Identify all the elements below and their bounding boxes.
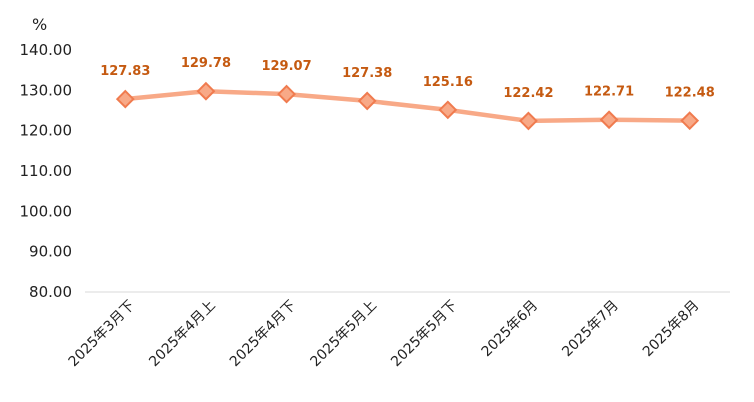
data-point-marker (680, 111, 700, 131)
y-tick-label: 80.00 (29, 283, 72, 301)
data-point-marker (438, 100, 458, 120)
data-label: 122.48 (665, 86, 715, 101)
data-labels: 127.83 129.78 129.07 127.38 125.16 122.42 122.… (100, 56, 715, 101)
x-tick-label: 2025年7月 (559, 298, 622, 361)
data-label: 129.07 (261, 59, 311, 74)
data-point-marker (277, 84, 296, 104)
y-axis-unit: % (32, 15, 47, 34)
y-tick-label: 110.00 (20, 162, 73, 180)
data-point-marker (519, 111, 538, 131)
x-tick-label: 2025年6月 (479, 298, 542, 361)
data-label: 129.78 (181, 56, 231, 71)
x-tick-label: 2025年5月下 (388, 298, 461, 371)
data-label: 127.83 (100, 64, 150, 79)
y-tick-label: 120.00 (20, 122, 73, 140)
y-tick-label: 140.00 (20, 41, 73, 59)
x-tick-label: 2025年4月下 (227, 298, 300, 371)
y-tick-label: 130.00 (20, 81, 73, 99)
data-label: 122.42 (503, 86, 553, 101)
data-label: 125.16 (423, 75, 473, 90)
series-line (125, 88, 690, 124)
data-point-marker (357, 91, 377, 111)
x-tick-label: 2025年5月上 (308, 298, 381, 371)
data-point-marker (115, 89, 135, 109)
data-label: 127.38 (342, 66, 392, 81)
x-tick-label: 2025年3月下 (66, 298, 139, 371)
data-point-marker (599, 110, 619, 130)
y-tick-label: 100.00 (20, 202, 73, 220)
x-axis-labels: 2025年3月下 2025年4月上 2025年4月下 2025年5月上 2025年5月下… (66, 298, 703, 371)
y-tick-label: 90.00 (29, 243, 72, 261)
series-markers (115, 81, 700, 131)
data-point-marker (196, 81, 216, 101)
x-tick-label: 2025年8月 (640, 298, 703, 361)
data-label: 122.71 (584, 85, 634, 100)
x-tick-label: 2025年4月上 (146, 298, 219, 371)
y-axis-ticks: 80.00 90.00 100.00 110.00 120.00 130.00 140.00 (20, 41, 73, 301)
